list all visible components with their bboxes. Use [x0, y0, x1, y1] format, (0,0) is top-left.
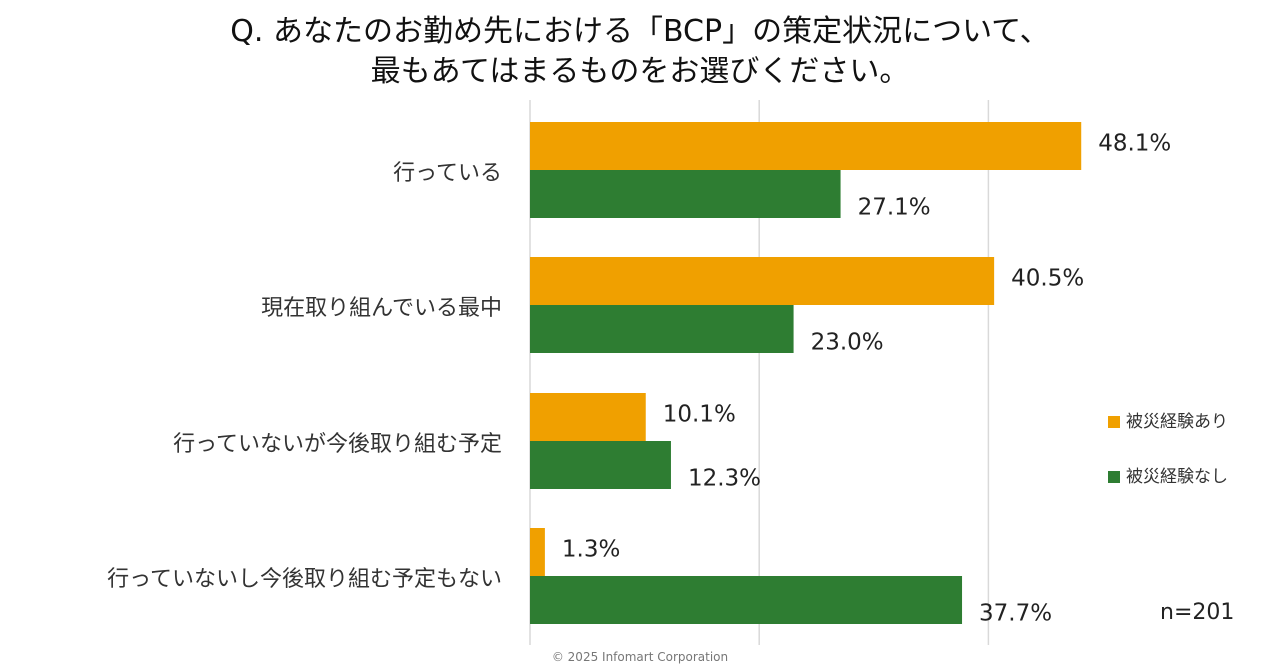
chart-title-line1: Q. あなたのお勤め先における「BCP」の策定状況について、: [230, 14, 1050, 49]
chart-title-line2: 最もあてはまるものをお選びください。: [370, 54, 910, 89]
data-label: 1.3%: [562, 537, 620, 563]
bar-with-disaster: [530, 257, 995, 305]
legend-label: 被災経験あり: [1126, 412, 1228, 432]
category-label: 現在取り組んでいる最中: [261, 296, 502, 321]
bar-without-disaster: [530, 576, 963, 624]
legend-swatch: [1108, 416, 1120, 428]
category-label: 行っていないが今後取り組む予定: [173, 432, 502, 457]
bar-with-disaster: [530, 122, 1082, 170]
data-label: 12.3%: [688, 466, 761, 492]
bar-without-disaster: [530, 441, 671, 489]
bar-with-disaster: [530, 393, 646, 441]
category-label: 行っている: [393, 161, 502, 186]
sample-size-note: n=201: [1160, 600, 1235, 625]
copyright-text: © 2025 Infomart Corporation: [551, 650, 729, 664]
data-label: 10.1%: [663, 402, 736, 428]
data-label: 40.5%: [1011, 266, 1084, 292]
data-label: 23.0%: [811, 330, 884, 356]
bar-without-disaster: [530, 305, 794, 353]
data-label: 48.1%: [1098, 131, 1171, 157]
data-label: 27.1%: [858, 195, 931, 221]
data-label: 37.7%: [979, 601, 1052, 627]
bar-without-disaster: [530, 170, 841, 218]
chart-title: Q. あなたのお勤め先における「BCP」の策定状況について、 最もあてはまるもの…: [0, 12, 1280, 92]
category-label: 行っていないし今後取り組む予定もない: [107, 567, 502, 592]
bar-with-disaster: [530, 528, 545, 576]
legend-swatch: [1108, 471, 1120, 483]
legend-label: 被災経験なし: [1126, 467, 1228, 487]
